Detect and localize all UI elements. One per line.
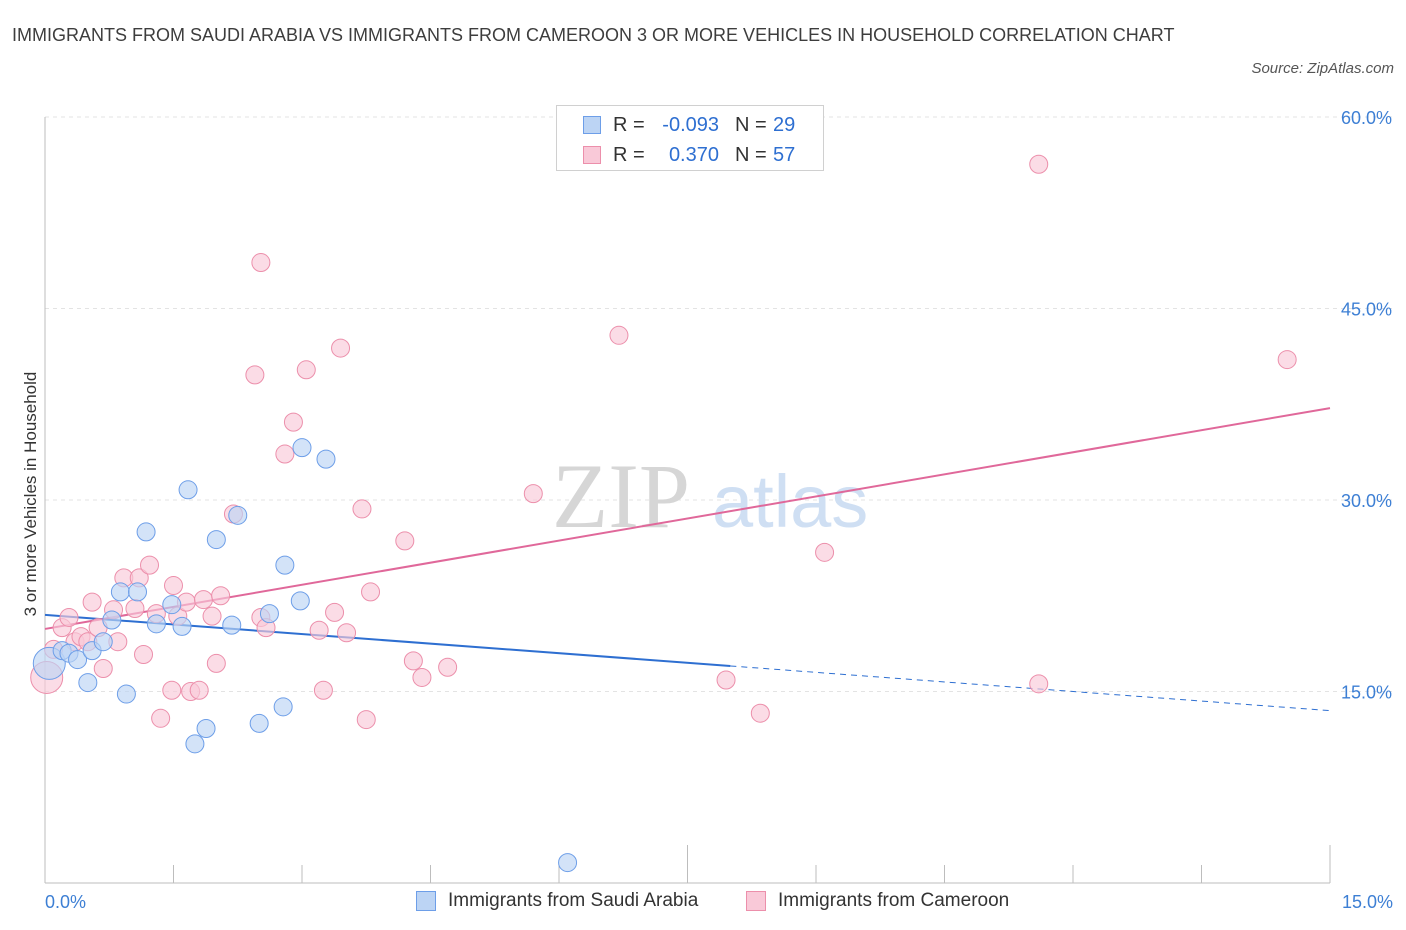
saudi-point [249, 713, 269, 733]
saudi-point [68, 650, 88, 670]
saudi-point [206, 530, 226, 550]
saudi-point [228, 505, 248, 525]
data-points [30, 154, 1297, 873]
cameroon-point [59, 607, 79, 627]
cameroon-point [356, 710, 376, 730]
stats-box: R = -0.093 N = 29 R = 0.370 N = 57 [556, 105, 824, 171]
cameroon-point [140, 555, 160, 575]
cameroon-point [245, 365, 265, 385]
saudi-point [292, 438, 312, 458]
cameroon-point [202, 606, 222, 626]
saudi-point [102, 610, 122, 630]
saudi-point [275, 555, 295, 575]
r-value: -0.093 [662, 114, 719, 136]
cameroon-point [523, 484, 543, 504]
cameroon-point [251, 253, 271, 273]
stats-row-cameroon: R = 0.370 N = 57 [557, 140, 823, 170]
cameroon-point [93, 659, 113, 679]
saudi-point [93, 632, 113, 652]
r-label: R = [613, 144, 645, 166]
cameroon-point [313, 680, 333, 700]
cameroon-point [134, 644, 154, 664]
cameroon-point [296, 360, 316, 380]
saudi-point [558, 853, 578, 873]
y-tick-label: 30.0% [1341, 491, 1392, 511]
cameroon-point [125, 599, 145, 619]
stats-row-saudi: R = -0.093 N = 29 [557, 110, 823, 140]
saudi-point [136, 522, 156, 542]
y-tick-label: 15.0% [1341, 683, 1392, 703]
cameroon-point [438, 657, 458, 677]
cameroon-point [193, 590, 213, 610]
saudi-point [78, 673, 98, 693]
cameroon-point [361, 582, 381, 602]
saudi-point [128, 582, 148, 602]
x-tick-label: 0.0% [45, 892, 86, 912]
y-tick-label: 60.0% [1341, 108, 1392, 128]
cameroon-point [395, 531, 415, 551]
cameroon-point [337, 623, 357, 643]
cameroon-point [82, 592, 102, 612]
cameroon-point [325, 602, 345, 622]
x-tick-label: 15.0% [1342, 892, 1393, 912]
cameroon-point [189, 680, 209, 700]
saudi-point [259, 604, 279, 624]
saudi-point [185, 734, 205, 754]
cameroon-trend-line [44, 407, 1331, 630]
source-note: Source: ZipAtlas.com [1251, 60, 1394, 77]
cameroon-legend-swatch [746, 891, 766, 911]
axes [44, 117, 1331, 884]
saudi-point [146, 614, 166, 634]
cameroon-point [750, 703, 770, 723]
saudi-point [316, 449, 336, 469]
cameroon-point [1277, 350, 1297, 370]
y-tick-label: 45.0% [1341, 300, 1392, 320]
cameroon-point [1029, 154, 1049, 174]
cameroon-point [283, 412, 303, 432]
cameroon-swatch [583, 146, 601, 164]
legend-label: Immigrants from Saudi Arabia [448, 890, 699, 911]
saudi-point [196, 719, 216, 739]
cameroon-point [331, 338, 351, 358]
saudi-point [222, 615, 242, 635]
saudi-point [273, 697, 293, 717]
r-value: 0.370 [668, 144, 719, 166]
cameroon-point [1029, 674, 1049, 694]
n-label: N = [735, 144, 767, 166]
saudi-swatch [583, 116, 601, 134]
n-label: N = [735, 114, 767, 136]
legend-label: Immigrants from Cameroon [778, 890, 1010, 911]
cameroon-point [716, 670, 736, 690]
cameroon-point [352, 499, 372, 519]
y-axis-label: 3 or more Vehicles in Household [21, 372, 40, 617]
tick-labels: 15.0% 30.0% 45.0% 60.0% 0.0% 15.0% [45, 108, 1393, 912]
saudi-point [178, 480, 198, 500]
saudi-point [290, 591, 310, 611]
n-value: 29 [773, 114, 796, 136]
watermark-zip: ZIP [552, 445, 690, 547]
chart-title: IMMIGRANTS FROM SAUDI ARABIA VS IMMIGRAN… [12, 25, 1175, 45]
n-value: 57 [773, 144, 796, 166]
cameroon-point [403, 651, 423, 671]
cameroon-point [164, 576, 183, 596]
cameroon-point [275, 444, 295, 464]
saudi-point [116, 684, 136, 704]
cameroon-point [815, 542, 835, 562]
cameroon-point [309, 620, 329, 640]
saudi-point [172, 616, 192, 636]
cameroon-point [609, 325, 629, 345]
cameroon-point [206, 653, 226, 673]
saudi-legend-swatch [416, 891, 436, 911]
cameroon-point [151, 708, 171, 728]
cameroon-point [412, 667, 432, 687]
saudi-trend-extension [730, 665, 1331, 712]
gridlines [45, 116, 1392, 692]
r-label: R = [613, 114, 645, 136]
saudi-point [162, 595, 182, 615]
cameroon-point [162, 680, 182, 700]
saudi-point [110, 582, 130, 602]
cameroon-point [211, 586, 231, 606]
